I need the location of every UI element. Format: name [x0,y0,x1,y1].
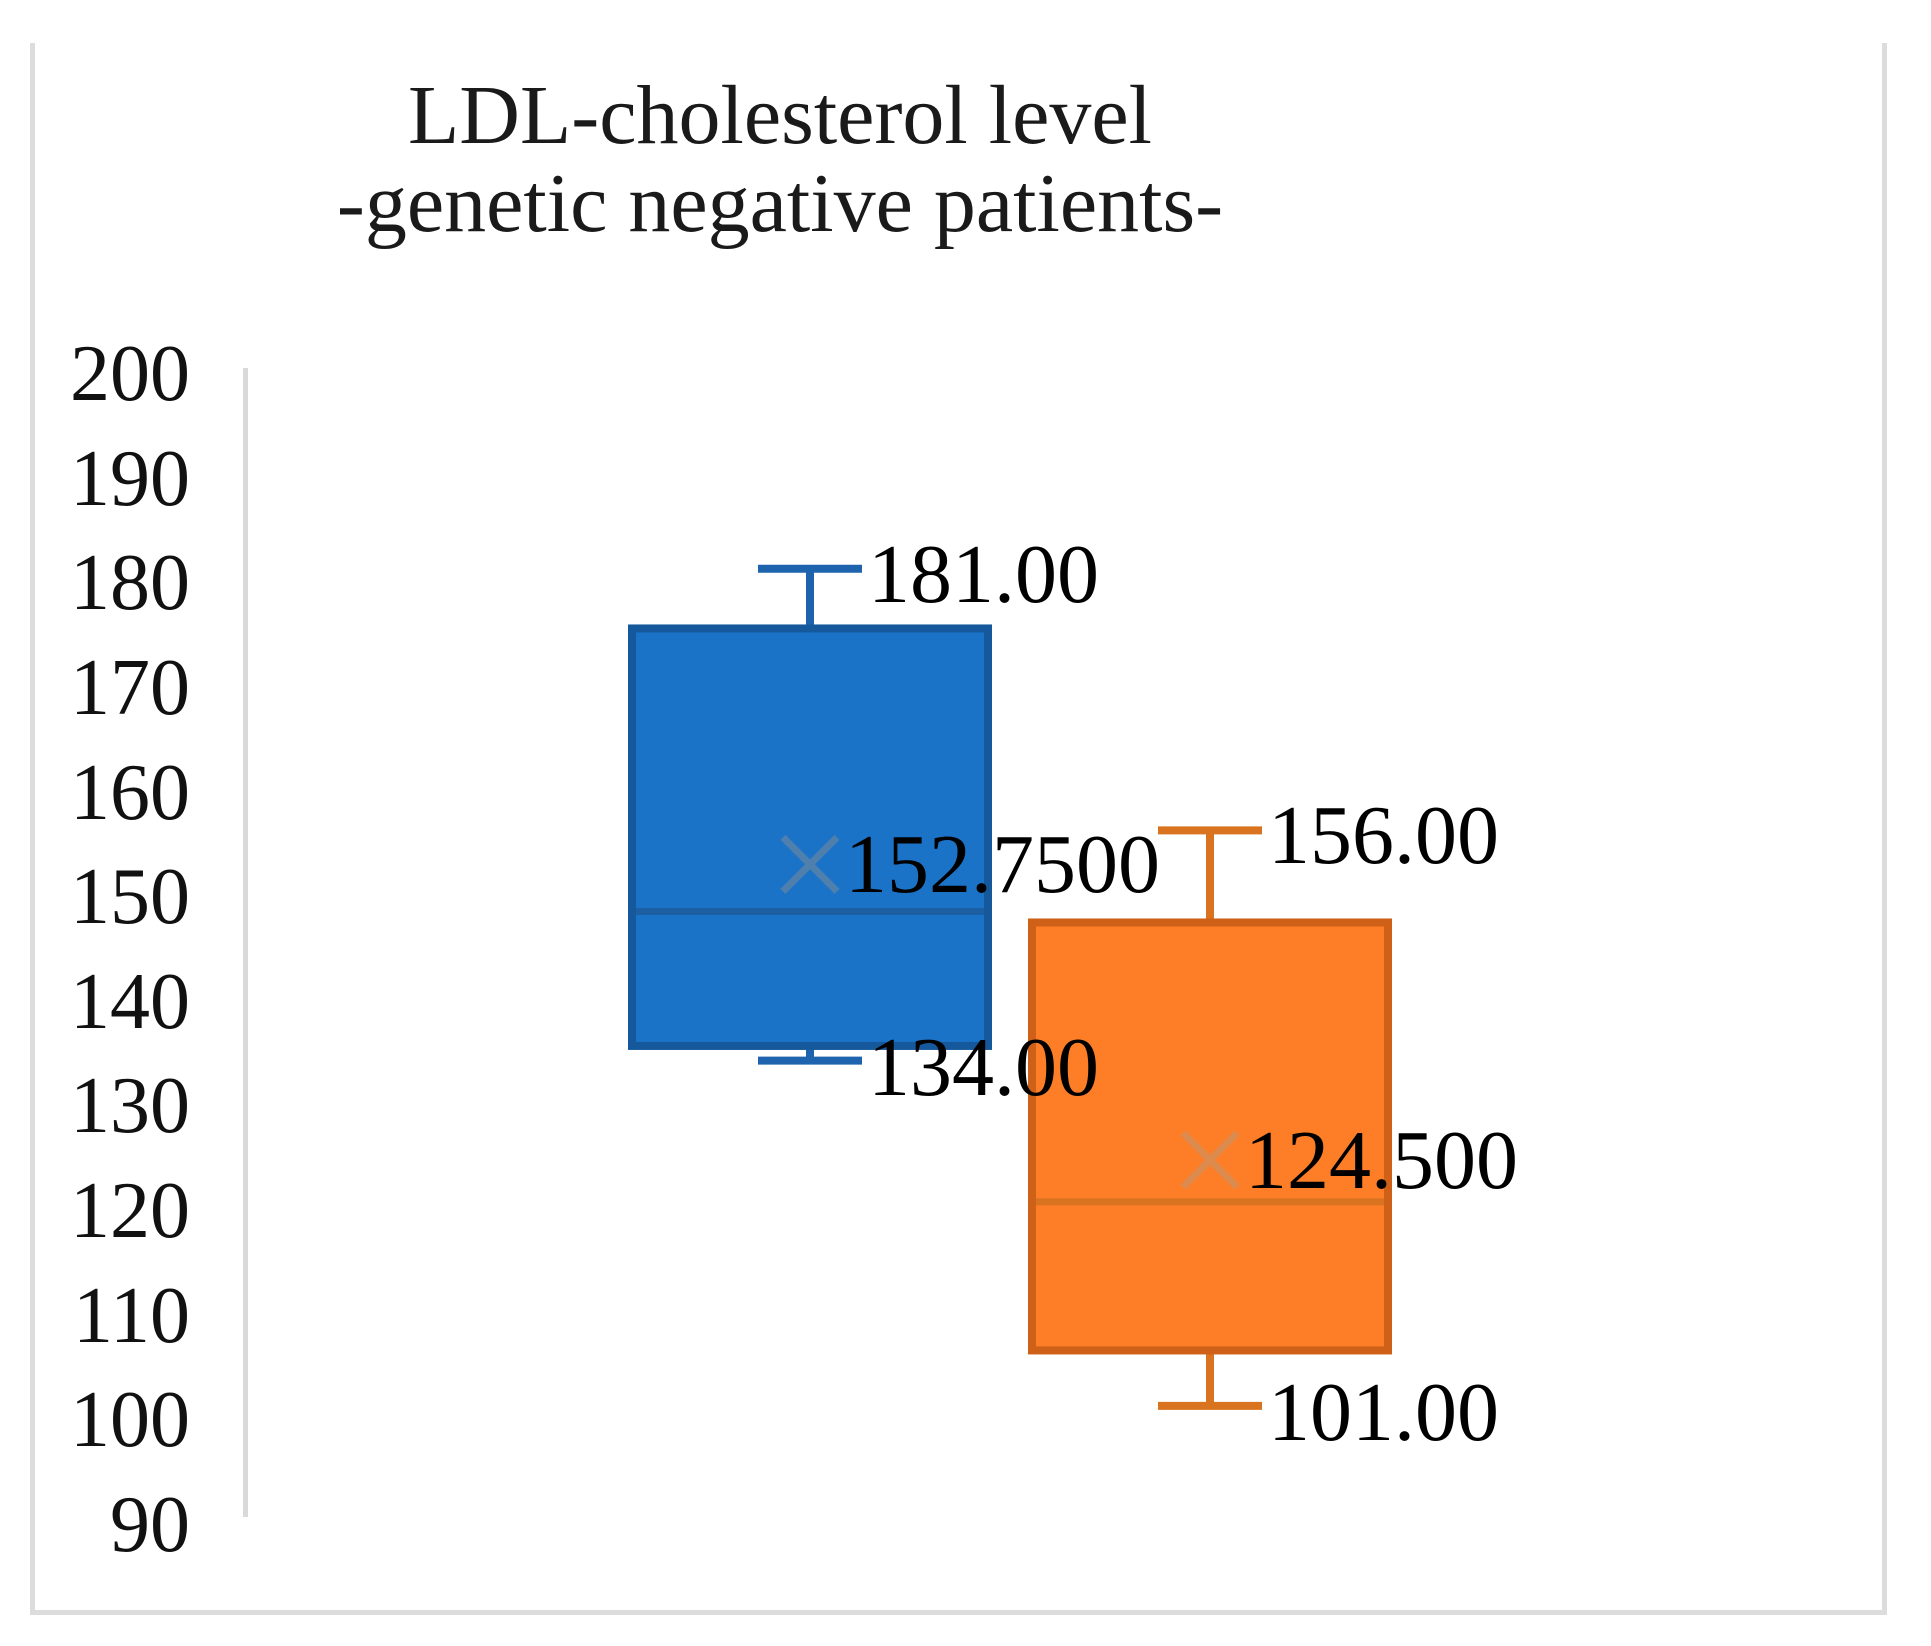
chart-title: LDL-cholesterol level -genetic negative … [180,72,1380,248]
y-axis-tick-label: 140 [70,957,190,1046]
box-orange-label-max: 156.00 [1268,789,1499,883]
box-orange-label-mean: 124.500 [1245,1114,1518,1207]
chart-title-line2: -genetic negative patients- [336,157,1224,250]
y-axis-line [243,368,248,1517]
chart-title-line1: LDL-cholesterol level [407,69,1153,162]
y-axis-tick-label: 100 [70,1376,190,1465]
box-blue-box [628,624,992,1050]
box-blue-mean-marker [780,834,840,894]
box-blue-label-max: 181.00 [868,527,1099,621]
y-axis-tick-label: 200 [70,330,190,418]
y-axis-tick-label: 150 [70,853,190,942]
y-axis-tick-label: 110 [72,1271,190,1360]
box-orange-box [1028,918,1392,1355]
y-axis-tick-label: 160 [70,748,190,837]
box-blue-label-min: 134.00 [868,1020,1099,1114]
y-axis-tick-label: 130 [70,1062,190,1151]
y-axis-tick-label: 120 [70,1167,190,1256]
y-axis-tick-label: 180 [70,539,190,628]
box-orange-label-min: 101.00 [1268,1365,1499,1459]
y-axis-tick-label: 170 [70,643,190,732]
box-orange-mean-marker [1180,1130,1240,1190]
figure-frame [30,43,1887,1615]
y-axis-tick-label: 190 [70,434,190,523]
y-axis-tick-label: 90 [110,1481,190,1569]
box-blue-label-mean: 152.7500 [845,818,1160,912]
